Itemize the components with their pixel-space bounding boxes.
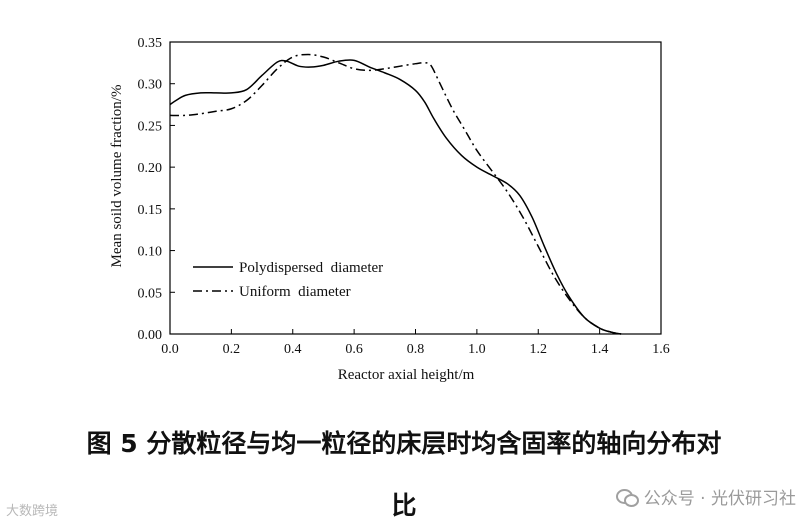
legend: Polydispersed diameter Uniform diameter (193, 260, 383, 300)
watermark-left-text: 大数跨境 (6, 504, 59, 519)
legend-label-1: Polydispersed diameter (239, 260, 383, 276)
y-axis-label: Mean soild volume fraction/% (109, 85, 125, 268)
y-tick-label: 0.20 (138, 161, 163, 176)
legend-label-2: Uniform diameter (239, 284, 351, 300)
x-axis-label: Reactor axial height/m (338, 367, 475, 383)
y-tick-label: 0.00 (138, 328, 163, 343)
y-tick-label: 0.35 (138, 36, 163, 51)
y-tick-label: 0.25 (138, 119, 163, 134)
x-tick-label: 0.4 (284, 342, 302, 357)
chart: 0.0 0.2 0.4 0.6 0.8 1.0 1.2 1.4 1.6 0.00 0.05 0.10 0… (109, 36, 670, 383)
y-tick-label: 0.30 (138, 78, 163, 93)
watermark-right: 公众号 · 光伏研习社 (615, 484, 796, 509)
watermark-left: 大数跨境 (6, 500, 58, 519)
y-tick-label: 0.10 (138, 245, 163, 260)
series-line-2 (169, 53, 622, 335)
wechat-icon (615, 488, 639, 507)
x-tick-label: 0.0 (161, 342, 179, 357)
y-tick-label: 0.15 (138, 203, 163, 218)
x-tick-label: 0.2 (223, 342, 241, 357)
x-tick-label: 1.2 (530, 342, 548, 357)
series-line-1 (169, 59, 622, 335)
x-tick-label: 0.8 (407, 342, 425, 357)
x-tick-label: 1.0 (468, 342, 486, 357)
y-tick-label: 0.05 (138, 286, 163, 301)
figure-caption-line-1: 图 5 分散粒径与均一粒径的床层时均含固率的轴向分布对 (86, 429, 722, 458)
watermark-right-text: 公众号 · 光伏研习社 (643, 489, 796, 509)
x-tick-label: 1.4 (591, 342, 609, 357)
x-tick-label: 0.6 (345, 342, 363, 357)
figure-caption-line-2: 比 (391, 491, 417, 520)
x-tick-label: 1.6 (652, 342, 670, 357)
